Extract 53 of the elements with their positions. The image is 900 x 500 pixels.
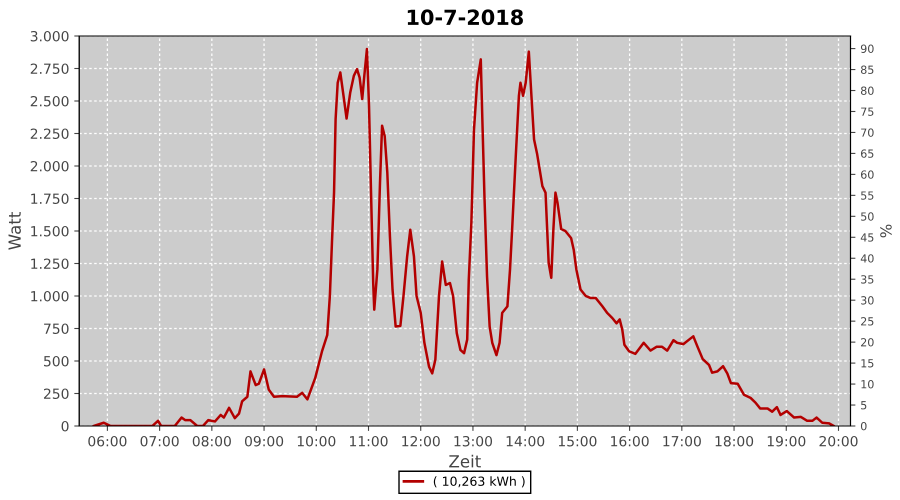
x-tick-label: 11:00 [350,436,388,446]
y2-tick-label: 65 [861,149,874,158]
y2-tick-label: 50 [861,212,874,221]
x-tick-label: 13:00 [454,436,492,446]
y2-tick-label: 10 [861,380,874,388]
y-tick-label: 0 [62,420,69,432]
y2-tick-label: 5 [861,401,866,410]
y2-tick-label: 55 [861,191,874,200]
x-tick-label: 06:00 [88,436,126,446]
y-tick-label: 2.500 [30,96,69,106]
y2-tick-label: 30 [861,296,874,305]
y-tick-label: 2.250 [30,128,69,139]
y2-tick-label: 60 [861,170,874,179]
y2-tick-label: 85 [860,66,874,74]
x-tick-label: 08:00 [192,436,231,446]
y-tick-label: 1.250 [31,258,69,269]
y2-tick-label: 90 [860,44,874,53]
y-tick-label: 2.000 [30,160,69,172]
y2-tick-label: 70 [861,128,874,137]
y2-tick-label: 40 [860,254,874,263]
y-tick-label: 3.000 [30,30,69,42]
legend-label: ( 10,263 kWh ) [434,476,525,488]
y-tick-label: 250 [44,388,69,399]
x-tick-label: 15:00 [558,436,596,446]
y2-tick-label: 75 [861,108,874,116]
x-tick-label: 10:00 [298,436,336,446]
y2-tick-label: 15 [861,359,874,368]
x-tick-label: 12:00 [402,436,440,446]
y2-tick-label: 0 [860,422,867,430]
y-tick-label: 500 [44,356,69,366]
y2-axis-title: % [880,224,892,238]
x-tick-label: 17:00 [663,436,701,446]
y2-tick-label: 80 [860,86,874,95]
x-tick-label: 18:00 [716,436,754,446]
y2-tick-label: 35 [861,275,874,284]
y-tick-label: 1.750 [31,193,69,204]
x-tick-label: 09:00 [244,436,284,446]
y2-tick-label: 20 [861,338,874,347]
line-series [92,48,836,426]
chart-title: 10-7-2018 [408,9,523,26]
y2-tick-label: 25 [861,317,874,326]
x-tick-label: 07:00 [140,436,179,446]
y-tick-label: 1.500 [31,226,69,236]
x-tick-label: 14:00 [506,436,544,446]
y-tick-label: 1.000 [31,290,69,302]
x-tick-label: 20:00 [819,436,858,446]
x-tick-label: 19:00 [768,436,806,446]
y-axis-title: Watt [8,212,21,250]
y-tick-label: 750 [44,323,69,334]
y2-tick-label: 45 [860,233,874,242]
x-tick-label: 16:00 [611,436,649,446]
x-axis-title: Zeit [449,454,481,468]
y-tick-label: 2.750 [30,63,69,74]
